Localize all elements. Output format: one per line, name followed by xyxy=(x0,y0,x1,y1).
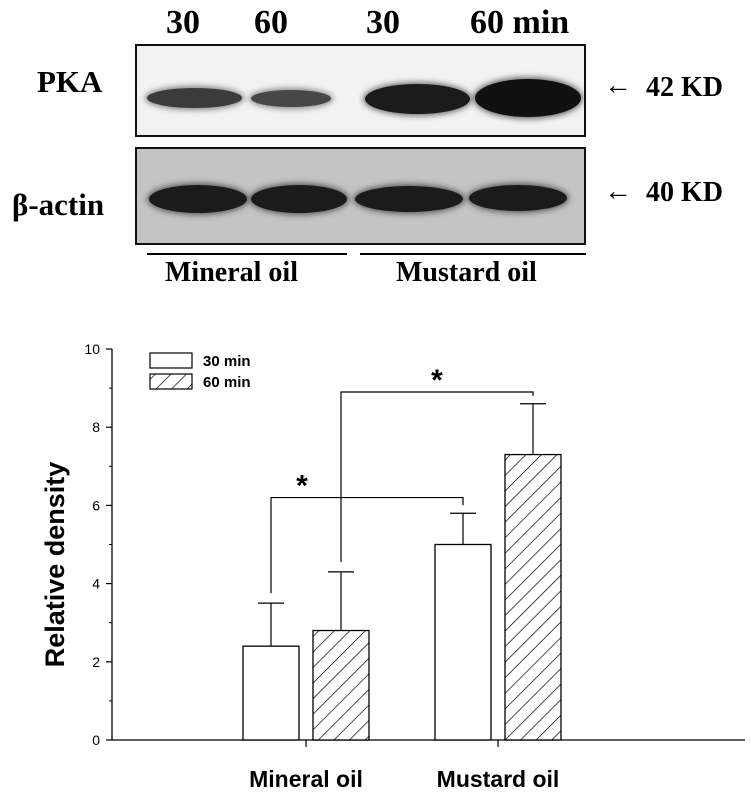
significance-brackets: ** xyxy=(270,364,534,594)
pka-band-4 xyxy=(475,79,581,117)
actin-band-2 xyxy=(251,185,347,213)
pka-band-3 xyxy=(365,84,470,114)
actin-marker-label: 40 KD xyxy=(646,177,723,208)
pka-marker-arrow: ← xyxy=(604,70,632,101)
actin-band-3 xyxy=(355,186,463,212)
significance-star-2: * xyxy=(431,364,443,397)
significance-bracket-1 xyxy=(270,496,464,594)
chart-bars xyxy=(242,403,562,741)
y-tick-label-10: 10 xyxy=(84,341,100,357)
y-tick-label-0: 0 xyxy=(92,732,100,748)
blot-group-mineral-oil: Mineral oil xyxy=(165,257,298,288)
legend-label-1: 60 min xyxy=(203,374,251,391)
significance-bracket-2 xyxy=(340,391,534,562)
lane-label-1: 30 xyxy=(166,4,200,41)
y-tick-label-6: 6 xyxy=(92,497,100,513)
lane-label-2: 60 xyxy=(254,4,288,41)
actin-blot-image xyxy=(135,147,586,245)
lane-label-3: 30 xyxy=(366,4,400,41)
legend-label-0: 30 min xyxy=(203,353,251,370)
pka-band-1 xyxy=(147,88,242,108)
actin-row-label: β-actin xyxy=(12,187,105,222)
y-tick-label-8: 8 xyxy=(92,419,100,435)
actin-band-4 xyxy=(469,185,567,211)
actin-band-1 xyxy=(149,185,247,213)
pka-marker-label: 42 KD xyxy=(646,72,723,103)
mustard-oil-bracket-line xyxy=(360,253,586,255)
pka-band-2 xyxy=(251,90,331,107)
legend-swatch-0 xyxy=(149,352,193,369)
mineral-oil-bracket-line xyxy=(147,253,347,255)
pka-row-label: PKA xyxy=(37,64,103,99)
actin-marker-arrow: ← xyxy=(604,176,632,207)
lane-label-4: 60 min xyxy=(470,4,570,41)
chart-legend: 30 min 60 min xyxy=(149,352,251,391)
y-tick-label-2: 2 xyxy=(92,654,100,670)
chart-axes: 0 2 4 6 8 10 Relative density Mineral oil Mustar… xyxy=(40,341,745,792)
legend-swatch-1 xyxy=(149,373,193,390)
bar-1-0 xyxy=(434,543,492,741)
x-tick-label-1: Mustard oil xyxy=(437,766,560,792)
x-tick-label-0: Mineral oil xyxy=(249,766,363,792)
bar-1-1 xyxy=(504,453,562,741)
y-tick-label-4: 4 xyxy=(92,576,100,592)
bar-0-0 xyxy=(242,645,300,741)
pka-blot-image xyxy=(135,44,586,137)
significance-star-1: * xyxy=(296,470,308,503)
blot-group-mustard-oil: Mustard oil xyxy=(396,257,537,288)
y-axis-title: Relative density xyxy=(40,462,70,668)
bar-0-1 xyxy=(312,629,370,741)
